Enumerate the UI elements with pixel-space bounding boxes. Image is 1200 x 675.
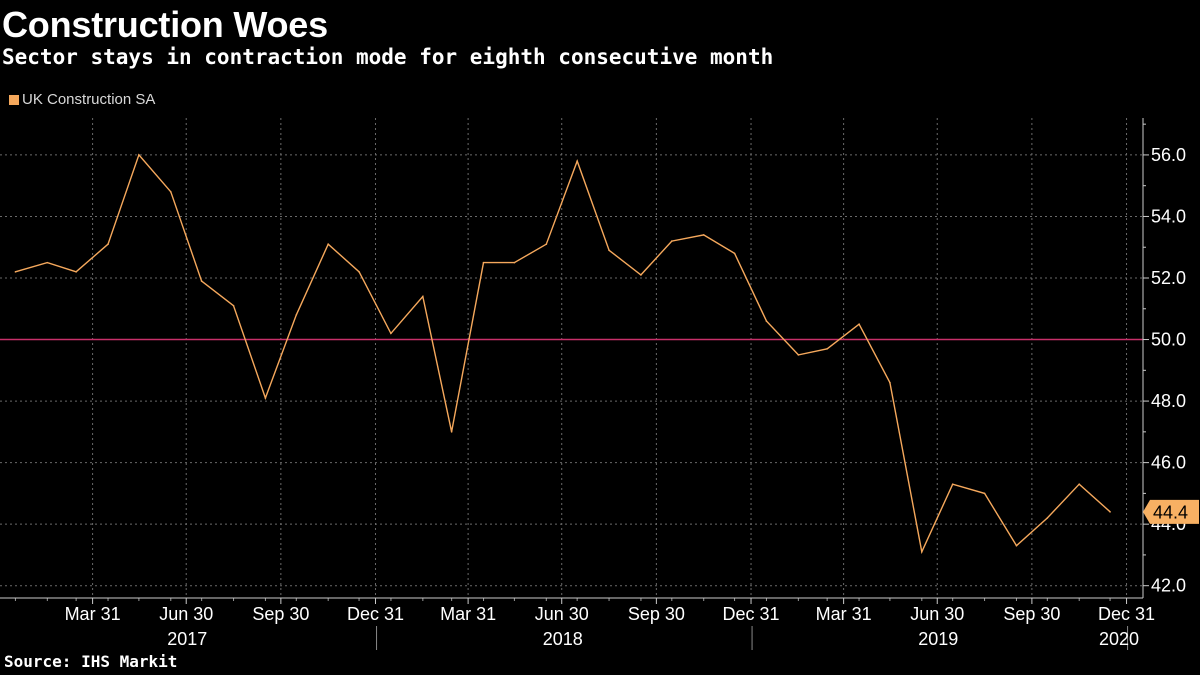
- chart-subtitle: Sector stays in contraction mode for eig…: [2, 45, 774, 69]
- data-point: [327, 243, 329, 245]
- grid: [0, 118, 1143, 598]
- year-label: 2020: [1099, 629, 1139, 649]
- data-point: [14, 271, 17, 273]
- data-point: [765, 320, 768, 322]
- legend-swatch-icon: [9, 94, 19, 105]
- data-point: [46, 261, 49, 264]
- last-value-tag: 44.4: [1143, 499, 1199, 524]
- y-tick-label: 54.0: [1151, 206, 1186, 226]
- data-point: [1078, 483, 1081, 485]
- data-point: [169, 191, 172, 193]
- data-point: [295, 314, 298, 316]
- y-tick-label: 48.0: [1151, 391, 1186, 411]
- y-tick-label: 56.0: [1151, 145, 1186, 165]
- data-point: [422, 295, 424, 298]
- data-point: [513, 261, 516, 264]
- series-layer: [14, 153, 1111, 555]
- x-tick-label: Mar 31: [65, 604, 121, 624]
- data-point: [138, 154, 140, 156]
- x-tick-label: Dec 31: [1098, 604, 1155, 624]
- x-tick-label: Jun 30: [910, 604, 964, 624]
- year-label: 2018: [543, 629, 583, 649]
- x-tick-label: Mar 31: [816, 604, 872, 624]
- data-point: [640, 274, 642, 276]
- y-tick-label: 46.0: [1151, 453, 1186, 473]
- data-point: [797, 354, 800, 356]
- x-tick-label: Mar 31: [440, 604, 496, 624]
- axes: [0, 118, 1149, 650]
- x-tick-label: Jun 30: [535, 604, 589, 624]
- data-point: [107, 243, 109, 245]
- data-point: [951, 483, 954, 485]
- y-tick-label: 50.0: [1151, 330, 1186, 350]
- data-point: [1046, 517, 1049, 519]
- legend: UK Construction SA: [9, 91, 155, 108]
- data-point: [889, 381, 891, 384]
- data-point: [358, 271, 360, 273]
- y-tick-label: 52.0: [1151, 268, 1186, 288]
- data-point: [921, 551, 923, 553]
- x-tick-label: Sep 30: [628, 604, 685, 624]
- data-point: [858, 323, 860, 325]
- year-label: 2017: [167, 629, 207, 649]
- data-point: [826, 347, 828, 350]
- data-point: [671, 240, 673, 242]
- x-tick-label: Sep 30: [1003, 604, 1060, 624]
- data-point: [264, 397, 267, 399]
- data-point: [232, 304, 235, 307]
- data-point: [733, 252, 736, 255]
- data-point: [608, 249, 610, 252]
- data-point: [702, 234, 705, 236]
- data-point: [75, 271, 77, 273]
- last-value-tag-bg: [1143, 499, 1199, 524]
- data-point: [482, 261, 485, 264]
- legend-label: UK Construction SA: [22, 91, 156, 108]
- last-value-label: 44.4: [1153, 502, 1188, 522]
- data-point: [450, 431, 453, 433]
- series-line-uk-construction: [15, 153, 1111, 555]
- chart-title: Construction Woes: [2, 4, 328, 45]
- x-tick-label: Sep 30: [252, 604, 309, 624]
- data-point: [983, 492, 986, 495]
- data-point: [1015, 544, 1018, 547]
- x-tick-label: Jun 30: [159, 604, 213, 624]
- x-tick-label: Dec 31: [723, 604, 780, 624]
- data-point: [545, 243, 548, 245]
- year-label: 2019: [918, 629, 958, 649]
- data-point: [576, 160, 578, 162]
- y-tick-label: 42.0: [1151, 576, 1186, 596]
- data-point: [390, 332, 392, 335]
- source-note: Source: IHS Markit: [4, 652, 178, 671]
- x-tick-label: Dec 31: [347, 604, 404, 624]
- data-point: [200, 280, 203, 282]
- data-point: [1109, 511, 1111, 513]
